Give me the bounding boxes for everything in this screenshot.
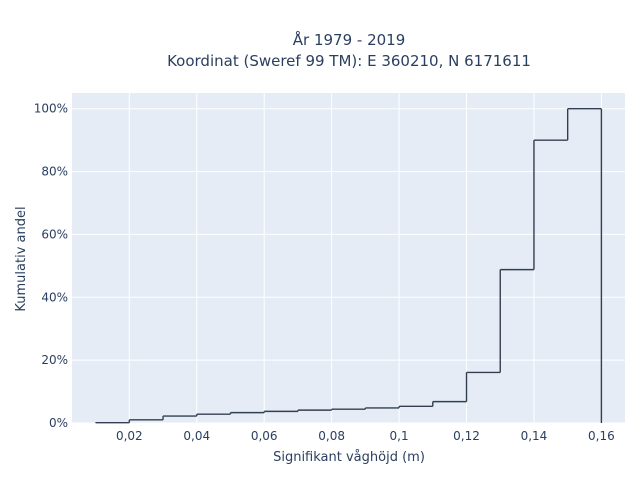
tick-labels: 0,02 0,04 0,06 0,08 0,1 0,12 0,14 0,16 0% 20% 40% 6… <box>34 102 615 443</box>
x-tick-label: 0,14 <box>521 429 548 443</box>
x-tick-label: 0,16 <box>588 429 615 443</box>
plot-area <box>72 93 625 423</box>
y-tick-label: 40% <box>41 290 68 304</box>
x-tick-label: 0,12 <box>453 429 480 443</box>
series-layer <box>94 108 603 424</box>
chart-title-line1: År 1979 - 2019 <box>293 30 406 49</box>
chart-title-line2: Koordinat (Sweref 99 TM): E 360210, N 61… <box>167 52 531 70</box>
y-axis-title: Kumulativ andel <box>14 206 29 311</box>
x-tick-label: 0,1 <box>390 429 409 443</box>
y-tick-label: 100% <box>34 102 68 116</box>
x-tick-label: 0,06 <box>251 429 278 443</box>
y-tick-label: 60% <box>41 227 68 241</box>
y-tick-label: 20% <box>41 353 68 367</box>
grid-lines <box>72 93 625 424</box>
x-axis-title: Signifikant våghöjd (m) <box>273 450 425 465</box>
y-tick-label: 0% <box>49 416 68 430</box>
x-tick-label: 0,04 <box>183 429 210 443</box>
x-tick-label: 0,02 <box>116 429 143 443</box>
y-tick-label: 80% <box>41 165 68 179</box>
x-tick-label: 0,08 <box>318 429 345 443</box>
